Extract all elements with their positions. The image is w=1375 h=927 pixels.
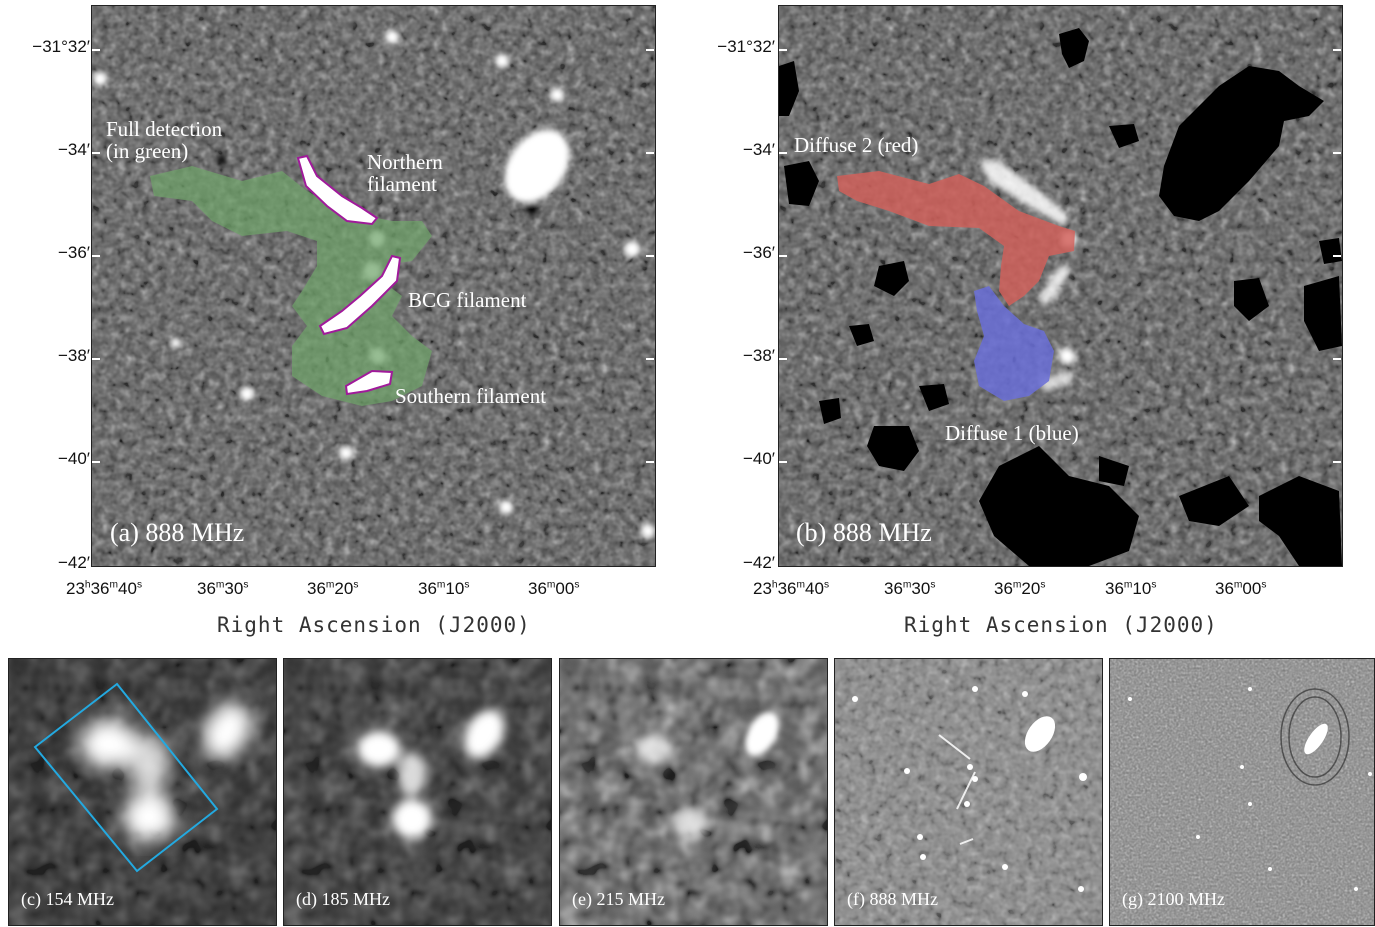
- x-tick-label: 36m00s: [1215, 579, 1266, 599]
- panel-d-canvas: [284, 659, 551, 925]
- panel-e-image: (e) 215 MHz: [559, 658, 828, 926]
- panel-g-canvas: [1110, 659, 1374, 925]
- x-axis-title: Right Ascension (J2000): [904, 613, 1218, 637]
- panel-f-label: (f) 888 MHz: [847, 890, 938, 909]
- panel-c-canvas: [9, 659, 276, 925]
- tick: [646, 49, 654, 51]
- tick: [779, 255, 787, 257]
- panel-b-label: (b) 888 MHz: [796, 519, 932, 546]
- panel-e-label: (e) 215 MHz: [572, 890, 665, 909]
- panel-e-canvas: [560, 659, 827, 925]
- panel-b-image: Diffuse 2 (red) Diffuse 1 (blue) (b) 888…: [778, 5, 1343, 567]
- x-tick-label: 36m00s: [528, 579, 579, 599]
- tick: [646, 461, 654, 463]
- tick: [92, 461, 100, 463]
- panel-g-label: (g) 2100 MHz: [1122, 890, 1225, 909]
- panel-b-noise: [779, 6, 1342, 566]
- tick: [92, 255, 100, 257]
- x-tick-label: 23h36m40s: [753, 579, 829, 599]
- panel-a-label: (a) 888 MHz: [110, 519, 244, 546]
- y-tick-label: −38′: [715, 346, 775, 366]
- y-tick-label: −34′: [715, 140, 775, 160]
- panel-d-label: (d) 185 MHz: [296, 890, 390, 909]
- x-tick-label: 36m30s: [197, 579, 248, 599]
- x-tick-label: 36m10s: [418, 579, 469, 599]
- y-tick-label: −38′: [30, 346, 90, 366]
- y-tick-label: −31°32′: [30, 37, 90, 57]
- tick: [646, 255, 654, 257]
- x-tick-label: 36m10s: [1105, 579, 1156, 599]
- y-tick-label: −40′: [30, 449, 90, 469]
- panel-c-image: (c) 154 MHz: [8, 658, 277, 926]
- tick: [1333, 255, 1341, 257]
- tick: [779, 461, 787, 463]
- tick: [646, 358, 654, 360]
- tick: [92, 358, 100, 360]
- panel-c-label: (c) 154 MHz: [21, 890, 114, 909]
- panel-a-image: Full detection (in green) Northern filamen…: [91, 5, 656, 567]
- tick: [779, 152, 787, 154]
- tick: [779, 49, 787, 51]
- diffuse2-label: Diffuse 2 (red): [794, 134, 918, 156]
- southern-filament-label: Southern filament: [395, 385, 546, 407]
- y-tick-label: −42′: [30, 553, 90, 573]
- tick: [779, 358, 787, 360]
- northern-filament-label: Northern filament: [367, 151, 443, 195]
- x-tick-label: 36m20s: [307, 579, 358, 599]
- tick: [646, 152, 654, 154]
- full-detection-label: Full detection (in green): [106, 118, 222, 162]
- x-tick-label: 36m20s: [994, 579, 1045, 599]
- y-tick-label: −36′: [715, 243, 775, 263]
- panel-f-image: (f) 888 MHz: [834, 658, 1103, 926]
- x-axis-title: Right Ascension (J2000): [217, 613, 531, 637]
- panel-a-noise: [92, 6, 655, 566]
- panel-g-image: (g) 2100 MHz: [1109, 658, 1375, 926]
- tick: [92, 49, 100, 51]
- y-tick-label: −34′: [30, 140, 90, 160]
- bcg-filament-label: BCG filament: [408, 289, 526, 311]
- tick: [1333, 49, 1341, 51]
- y-tick-label: −40′: [715, 449, 775, 469]
- x-tick-label: 23h36m40s: [66, 579, 142, 599]
- panel-f-canvas: [835, 659, 1102, 925]
- tick: [1333, 358, 1341, 360]
- y-tick-label: −42′: [715, 553, 775, 573]
- diffuse1-label: Diffuse 1 (blue): [945, 422, 1079, 444]
- y-tick-label: −31°32′: [715, 37, 775, 57]
- tick: [92, 152, 100, 154]
- panel-d-image: (d) 185 MHz: [283, 658, 552, 926]
- y-tick-label: −36′: [30, 243, 90, 263]
- tick: [1333, 152, 1341, 154]
- x-tick-label: 36m30s: [884, 579, 935, 599]
- tick: [1333, 461, 1341, 463]
